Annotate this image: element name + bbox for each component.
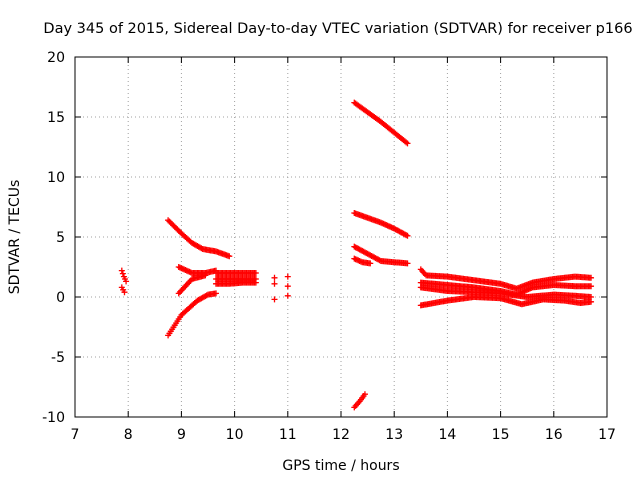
data-point — [588, 274, 595, 281]
y-tick-labels: -10 -5 0 5 10 15 20 — [42, 50, 65, 426]
data-point — [404, 140, 411, 147]
y-tick-label: -10 — [42, 410, 65, 426]
series-d-low — [417, 284, 595, 300]
data-point — [123, 278, 130, 285]
data-point — [119, 270, 126, 277]
x-tick-label: 13 — [385, 427, 403, 443]
series-isolated — [271, 273, 291, 303]
x-tick-label: 14 — [438, 427, 456, 443]
data-point — [376, 257, 383, 264]
y-tick-label: 10 — [47, 170, 65, 186]
x-tick-label: 16 — [545, 427, 563, 443]
data-point — [271, 280, 278, 287]
series-b-mid — [212, 276, 259, 282]
chart-title: Day 345 of 2015, Sidereal Day-to-day VTE… — [43, 21, 632, 37]
data-point — [271, 296, 278, 303]
x-tick-label: 17 — [598, 427, 616, 443]
data-point — [403, 232, 410, 239]
x-tick-label: 8 — [124, 427, 133, 443]
grid — [75, 57, 607, 417]
series-d-bottom — [417, 294, 595, 309]
series-c-third — [351, 243, 411, 267]
series-a-low — [175, 272, 209, 297]
series-c-second — [351, 210, 411, 239]
data-point — [403, 139, 410, 146]
data-point — [284, 273, 291, 280]
data-point — [118, 267, 125, 274]
x-tick-label: 7 — [71, 427, 80, 443]
x-tick-label: 9 — [177, 427, 186, 443]
x-tick-label: 15 — [492, 427, 510, 443]
y-tick-label: 15 — [47, 110, 65, 126]
series-c-fourth — [351, 255, 374, 267]
data-marks — [118, 99, 595, 411]
data-point — [121, 289, 128, 296]
x-tick-label: 11 — [279, 427, 297, 443]
series-a-mid — [175, 264, 219, 276]
series-c-bottom — [351, 391, 368, 411]
data-point — [284, 292, 291, 299]
data-point — [252, 279, 259, 286]
data-point — [203, 292, 210, 299]
data-point — [202, 272, 209, 279]
data-point — [252, 270, 259, 276]
data-point — [588, 283, 595, 290]
data-point — [367, 260, 374, 267]
series-t8-lower — [118, 284, 128, 296]
series-d-top — [417, 266, 595, 292]
series-a-bottom — [165, 290, 219, 339]
data-point — [404, 232, 411, 239]
data-point — [284, 283, 291, 290]
data-point — [212, 290, 219, 297]
x-tick-label: 10 — [226, 427, 244, 443]
data-point — [404, 260, 411, 267]
x-tick-label: 12 — [332, 427, 350, 443]
axis-ticks — [74, 56, 608, 418]
series-c-top — [351, 99, 411, 147]
data-point — [198, 245, 205, 252]
series-t8-upper — [118, 267, 130, 285]
y-tick-label: 0 — [56, 290, 65, 306]
data-point — [226, 253, 233, 260]
y-axis-label: SDTVAR / TECUs — [7, 180, 23, 295]
data-point — [588, 298, 595, 305]
series-a-top — [165, 217, 233, 260]
x-tick-labels: 7 8 9 10 11 12 13 14 15 16 17 — [71, 427, 616, 443]
data-point — [271, 274, 278, 281]
y-tick-label: -5 — [51, 350, 65, 366]
series-b-top — [212, 270, 259, 276]
y-tick-label: 20 — [47, 50, 65, 66]
series-b-low — [212, 279, 259, 287]
y-tick-label: 5 — [56, 230, 65, 246]
x-axis-label: GPS time / hours — [282, 458, 399, 474]
data-point — [361, 391, 368, 398]
